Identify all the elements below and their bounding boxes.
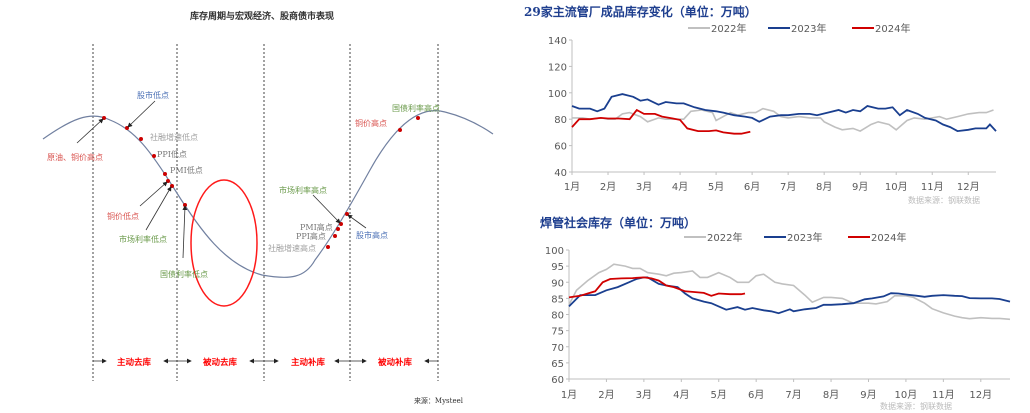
- legend: 2022年 2023年 2024年: [688, 22, 910, 35]
- label-market-rate-low: 市场利率低点: [119, 234, 167, 244]
- welded-pipe-social-inventory-chart: 焊管社会库存（单位：万吨） 2022年 2023年 2024年 60 65 70 75 80…: [540, 215, 1011, 411]
- pointer-arrows: [76, 100, 367, 259]
- label-social-financing-low: 社融增速低点: [150, 132, 198, 142]
- label-stock-low: 股市低点: [137, 90, 169, 100]
- legend-label: 2022年: [711, 22, 746, 35]
- x-tick-label: 9月: [860, 389, 876, 401]
- legend: 2022年 2023年 2024年: [684, 231, 906, 244]
- x-tick-label: 11月: [932, 389, 955, 401]
- phase-passive-restocking: 被动补库: [378, 357, 413, 368]
- label-bond-rate-low: 国债利率低点: [160, 269, 208, 279]
- y-tick-label: 60: [551, 375, 564, 386]
- x-tick-label: 3月: [636, 181, 652, 193]
- pipe-mill-inventory-chart: 29家主流管厂成品库存变化（单位：万吨） 2022年 2023年 2024年 40 6…: [524, 4, 997, 205]
- legend-label: 2023年: [791, 22, 826, 35]
- chart-title: 焊管社会库存（单位：万吨）: [540, 215, 696, 230]
- series-line-2022年: [572, 107, 994, 132]
- x-tick-label: 4月: [672, 181, 688, 193]
- x-tick-label: 10月: [895, 389, 918, 401]
- label-bond-rate-high: 国债利率高点: [392, 103, 440, 113]
- y-tick-label: 85: [551, 294, 564, 305]
- x-tick-label: 12月: [957, 181, 980, 193]
- x-tick-label: 1月: [564, 181, 580, 193]
- label-social-financing-high: 社融增速高点: [268, 243, 316, 253]
- cycle-curve: [42, 110, 494, 278]
- phase-passive-destocking: 被动去库: [203, 357, 238, 368]
- y-tick-label: 100: [545, 246, 564, 257]
- legend-label: 2024年: [871, 231, 906, 244]
- y-tick-label: 140: [548, 36, 567, 47]
- series-line-2024年: [568, 276, 746, 299]
- highlight-ellipse: [190, 179, 258, 307]
- y-tick-label: 65: [551, 359, 564, 370]
- label-copper-low: 铜价低点: [107, 211, 139, 221]
- x-tick-label: 3月: [636, 389, 652, 401]
- y-tick-label: 75: [551, 327, 564, 338]
- y-tick-label: 70: [551, 343, 564, 354]
- legend-label: 2023年: [787, 231, 822, 244]
- y-tick-label: 120: [548, 62, 567, 73]
- x-tick-label: 7月: [780, 181, 796, 193]
- x-tick-label: 8月: [816, 181, 832, 193]
- inventory-cycle-diagram: 库存周期与宏观经济、股商债市表现 股市低点 原油、铜价高点 社融增速低点 PPI…: [42, 10, 494, 405]
- x-tick-label: 1月: [561, 389, 577, 401]
- x-tick-label: 9月: [852, 181, 868, 193]
- y-tick-label: 80: [551, 311, 564, 322]
- series-line-2024年: [571, 108, 751, 135]
- x-tick-label: 6月: [748, 389, 764, 401]
- y-tick-label: 90: [551, 278, 564, 289]
- label-stock-high: 股市高点: [356, 230, 388, 240]
- markers: [102, 116, 420, 249]
- legend-label: 2024年: [875, 22, 910, 35]
- x-tick-label: 5月: [708, 181, 724, 193]
- diagram-source: 来源：Mysteel: [414, 396, 464, 405]
- series-line-2023年: [568, 276, 1011, 315]
- series-line-2022年: [568, 263, 1011, 321]
- label-ppi-high: PPI高点: [296, 231, 326, 241]
- x-tick-label: 4月: [673, 389, 689, 401]
- y-tick-label: 60: [554, 142, 567, 153]
- x-tick-label: 12月: [969, 389, 992, 401]
- y-tick-label: 100: [548, 89, 567, 100]
- y-tick-label: 80: [554, 115, 567, 126]
- label-pmi-high: PMI高点: [300, 222, 333, 232]
- y-tick-label: 40: [554, 168, 567, 179]
- x-tick-label: 8月: [823, 389, 839, 401]
- y-tick-label: 95: [551, 262, 564, 273]
- label-copper-high: 铜价高点: [355, 118, 387, 128]
- diagram-title: 库存周期与宏观经济、股商债市表现: [190, 10, 334, 22]
- x-tick-label: 11月: [921, 181, 944, 193]
- x-tick-label: 2月: [598, 389, 614, 401]
- chart-source: 数据来源：钢联数据: [908, 195, 980, 205]
- chart-title: 29家主流管厂成品库存变化（单位：万吨）: [524, 4, 757, 19]
- phase-active-restocking: 主动补库: [291, 357, 326, 368]
- label-ppi-low: PPI低点: [157, 149, 187, 159]
- legend-label: 2022年: [707, 231, 742, 244]
- x-tick-label: 10月: [885, 181, 908, 193]
- x-tick-label: 7月: [785, 389, 801, 401]
- label-pmi-low: PMI低点: [170, 165, 203, 175]
- label-market-rate-high: 市场利率高点: [279, 185, 327, 195]
- series-line-2023年: [571, 93, 997, 133]
- x-tick-label: 5月: [711, 389, 727, 401]
- phase-active-destocking: 主动去库: [117, 357, 152, 368]
- phase-dividers: [92, 44, 439, 381]
- x-tick-label: 2月: [600, 181, 616, 193]
- label-oil-copper-high: 原油、铜价高点: [47, 152, 103, 162]
- chart-source: 数据来源：钢联数据: [880, 401, 952, 411]
- x-tick-label: 6月: [744, 181, 760, 193]
